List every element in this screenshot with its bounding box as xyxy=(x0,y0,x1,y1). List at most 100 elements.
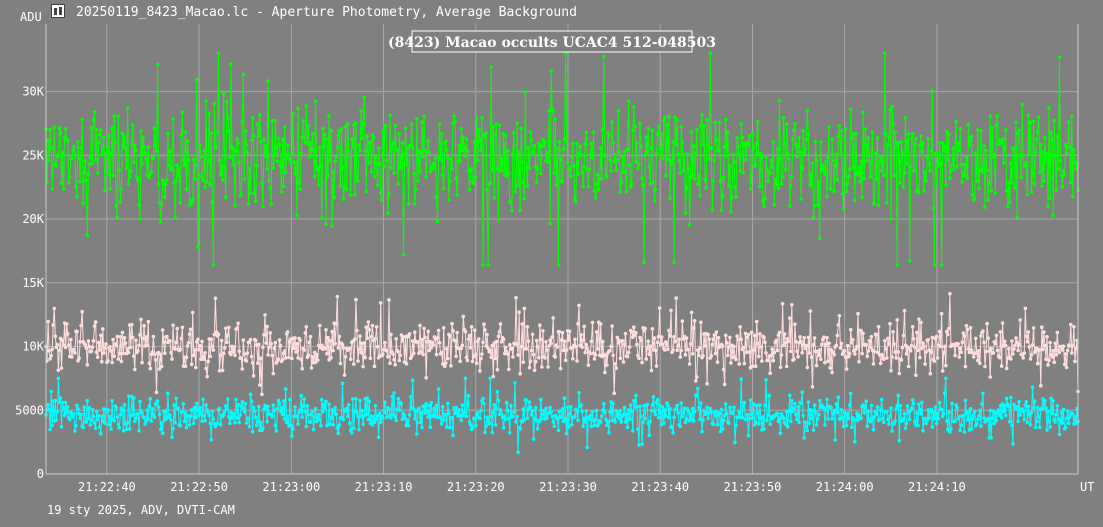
lightcurve-app-icon[interactable] xyxy=(51,4,65,18)
data-point xyxy=(88,155,93,160)
data-point xyxy=(232,147,236,151)
data-point xyxy=(132,354,136,358)
data-point xyxy=(83,342,88,347)
data-point xyxy=(84,346,89,350)
data-point xyxy=(1051,348,1055,353)
data-point xyxy=(800,166,804,170)
data-point xyxy=(178,423,183,428)
data-point xyxy=(476,158,480,163)
data-point xyxy=(392,171,396,175)
data-point xyxy=(835,410,840,415)
data-point xyxy=(248,337,253,342)
data-point xyxy=(238,413,242,417)
data-point xyxy=(173,347,177,351)
data-point xyxy=(502,414,507,419)
data-point xyxy=(904,352,909,356)
data-point xyxy=(986,416,990,421)
data-point xyxy=(868,345,873,350)
data-point xyxy=(1034,419,1039,424)
data-point xyxy=(802,436,806,440)
data-point xyxy=(716,335,721,340)
data-point xyxy=(185,139,190,144)
data-point xyxy=(117,168,122,172)
data-point xyxy=(298,408,302,412)
data-point xyxy=(485,415,489,420)
data-point xyxy=(257,342,261,347)
data-point xyxy=(320,216,324,221)
data-point xyxy=(356,414,360,419)
data-point xyxy=(795,154,799,159)
data-point xyxy=(318,145,322,150)
data-point xyxy=(496,398,501,403)
data-point xyxy=(600,176,604,181)
data-point xyxy=(1028,120,1033,125)
data-point xyxy=(758,403,762,407)
data-point xyxy=(281,399,286,403)
data-point xyxy=(581,338,585,342)
data-point xyxy=(825,397,829,402)
data-point xyxy=(1009,161,1013,166)
data-point xyxy=(1021,356,1025,360)
data-point xyxy=(198,343,202,348)
data-point xyxy=(603,410,607,415)
data-point xyxy=(142,415,146,420)
data-point xyxy=(486,263,490,267)
data-point xyxy=(752,423,757,427)
data-point xyxy=(449,157,453,161)
data-point xyxy=(645,402,649,407)
data-point xyxy=(987,181,991,185)
data-point xyxy=(632,398,636,403)
data-point xyxy=(59,366,64,370)
data-point xyxy=(464,414,469,419)
data-point xyxy=(753,420,758,424)
data-point xyxy=(393,363,398,367)
data-point xyxy=(1035,129,1040,134)
data-point xyxy=(381,416,385,421)
data-point xyxy=(627,163,632,167)
data-point xyxy=(965,327,970,332)
data-point xyxy=(634,160,638,164)
data-point xyxy=(512,130,516,135)
data-point xyxy=(797,135,801,140)
data-point xyxy=(580,345,584,350)
data-point xyxy=(681,168,686,173)
data-point xyxy=(330,329,335,334)
data-point xyxy=(550,414,554,419)
data-point xyxy=(1003,343,1008,348)
data-point xyxy=(695,375,699,379)
data-point xyxy=(335,294,340,299)
data-point xyxy=(618,190,623,194)
data-point xyxy=(844,367,849,371)
data-point xyxy=(714,330,719,334)
data-point xyxy=(169,418,173,422)
data-point xyxy=(507,172,511,176)
data-point xyxy=(358,334,362,338)
data-point xyxy=(979,424,983,428)
data-point xyxy=(644,135,648,139)
data-point xyxy=(621,412,626,417)
data-point xyxy=(445,346,449,351)
data-point xyxy=(535,345,540,349)
data-point xyxy=(638,335,642,340)
data-point xyxy=(361,121,365,126)
data-point xyxy=(676,152,680,157)
data-point xyxy=(471,181,476,186)
data-point xyxy=(604,417,608,422)
data-point xyxy=(985,321,989,326)
data-point xyxy=(263,154,267,158)
data-point xyxy=(594,330,599,334)
data-point xyxy=(111,173,115,178)
data-point xyxy=(420,120,424,125)
data-point xyxy=(114,405,118,410)
data-point xyxy=(422,326,426,331)
data-point xyxy=(919,320,923,325)
data-point xyxy=(181,158,186,163)
data-point xyxy=(153,143,158,148)
data-point xyxy=(435,336,440,340)
data-point xyxy=(817,236,822,241)
data-point xyxy=(567,412,572,416)
data-point xyxy=(848,107,853,112)
data-point xyxy=(477,337,481,341)
data-point xyxy=(666,157,670,162)
